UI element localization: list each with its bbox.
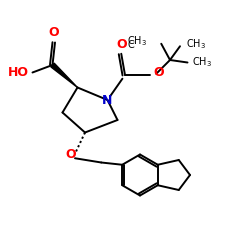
Text: CH$_3$: CH$_3$ (186, 37, 206, 51)
Text: O: O (65, 148, 76, 162)
Polygon shape (51, 63, 78, 88)
Text: N: N (102, 94, 113, 106)
Text: CH$_3$: CH$_3$ (192, 56, 212, 70)
Text: C: C (127, 40, 134, 50)
Text: CH$_3$: CH$_3$ (128, 34, 148, 48)
Text: HO: HO (8, 66, 29, 80)
Text: O: O (116, 38, 126, 51)
Text: O: O (153, 66, 164, 80)
Text: O: O (48, 26, 59, 40)
